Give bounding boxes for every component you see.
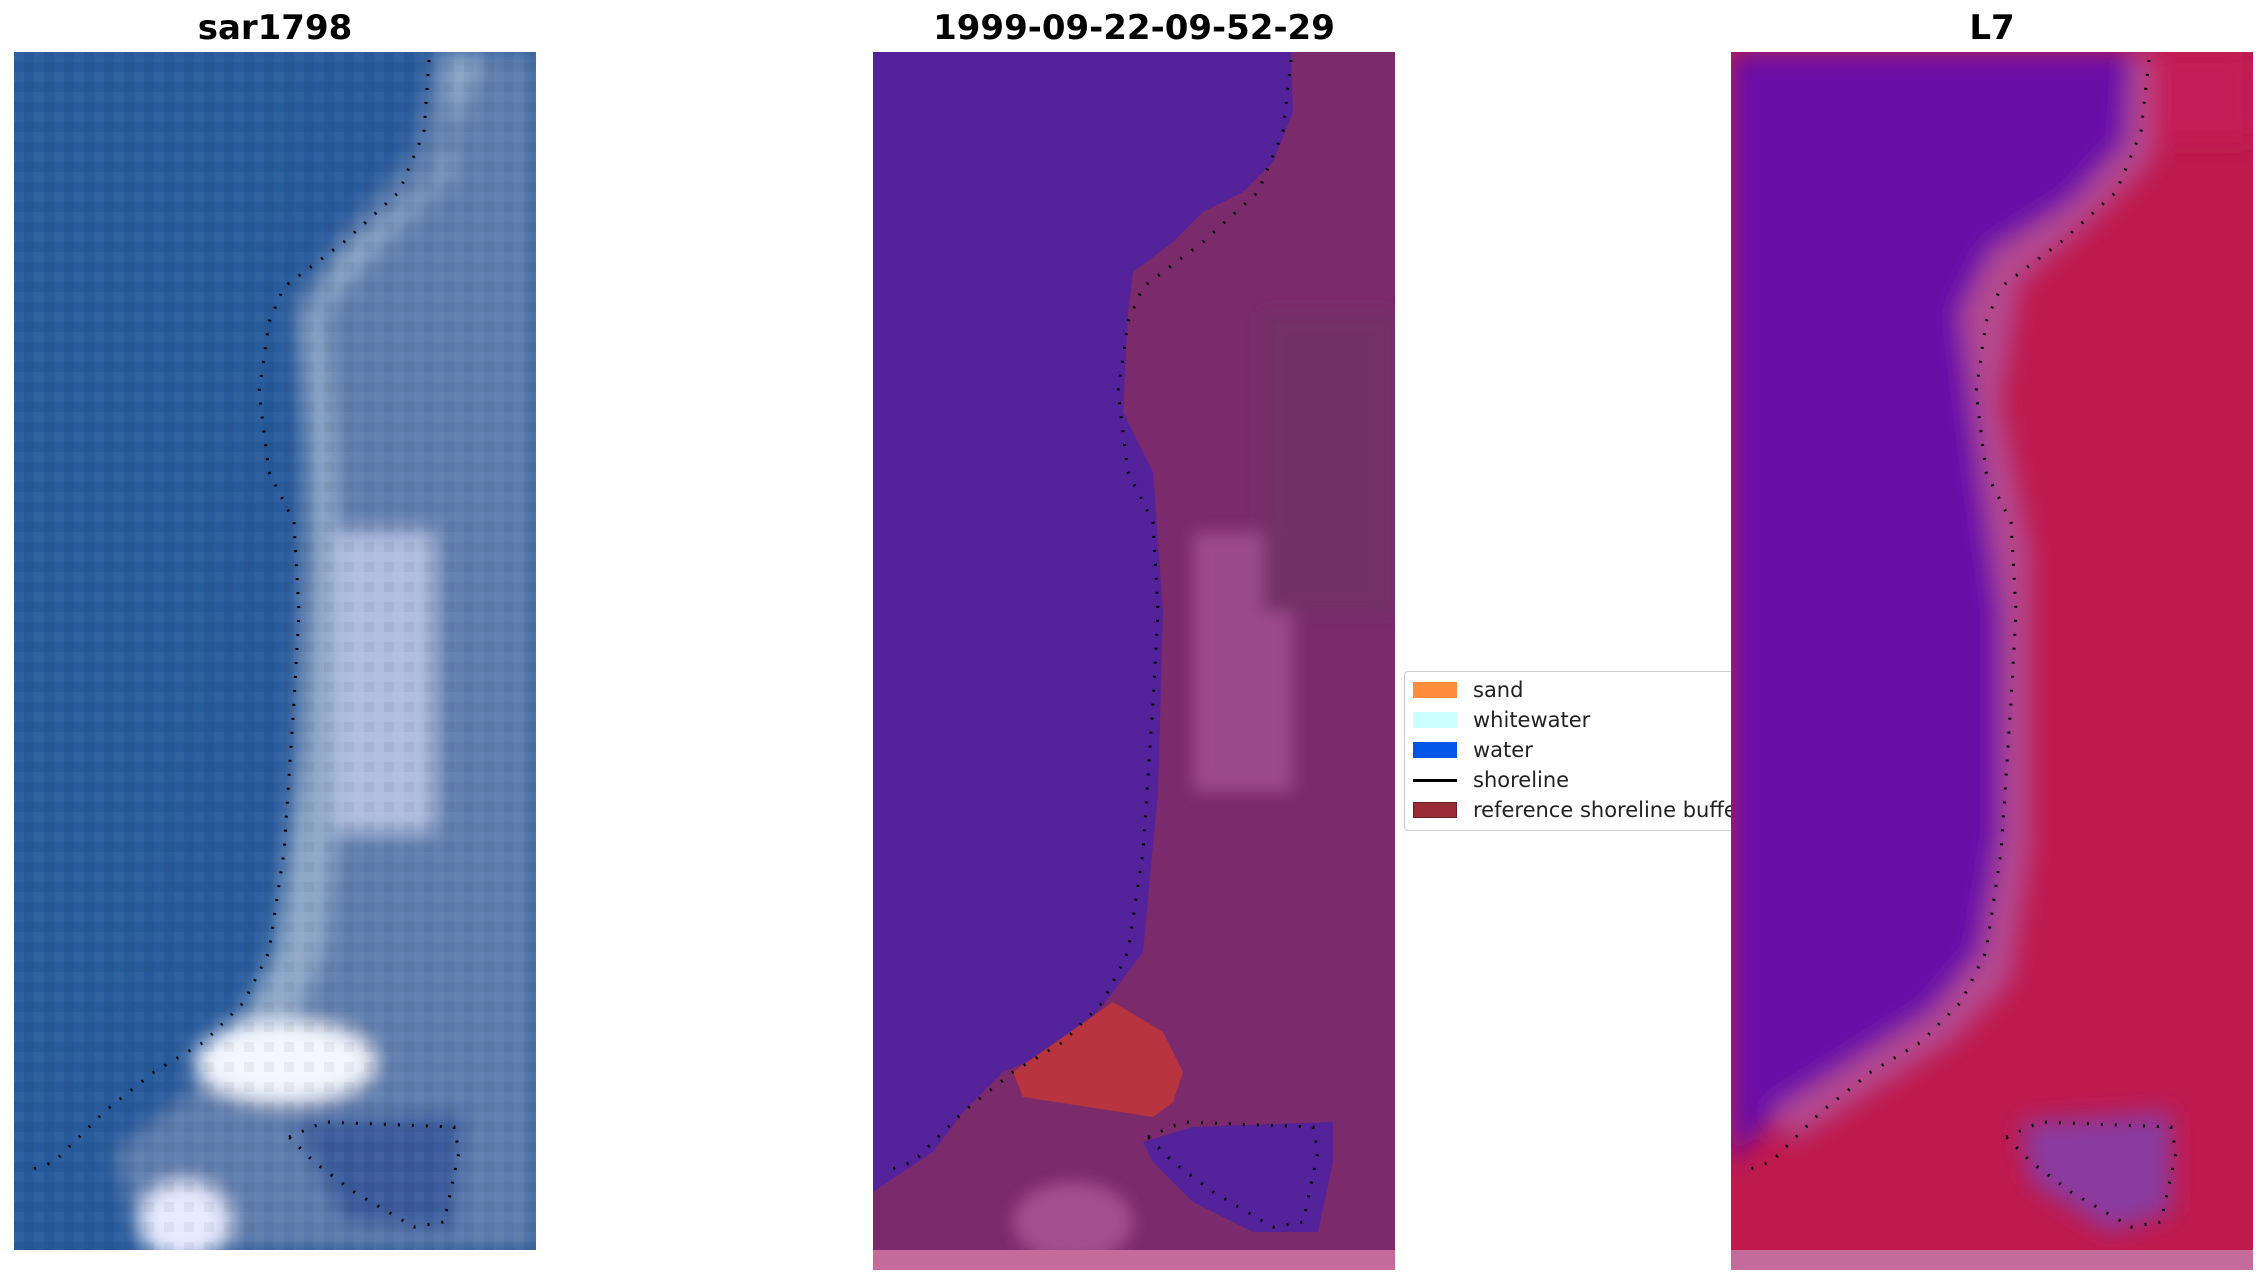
index-image bbox=[1731, 52, 2253, 1270]
index-panel bbox=[1731, 52, 2253, 1270]
legend: sand whitewater water shoreline referenc… bbox=[1404, 671, 1736, 831]
classified-image bbox=[873, 52, 1395, 1270]
legend-label: water bbox=[1473, 738, 1533, 762]
legend-label: shoreline bbox=[1473, 768, 1570, 792]
sand-swatch bbox=[1413, 682, 1457, 698]
whitewater-swatch bbox=[1413, 712, 1457, 728]
water-region bbox=[873, 52, 1293, 1192]
legend-item-water: water bbox=[1413, 737, 1533, 763]
legend-label: reference shoreline buffer bbox=[1473, 798, 1736, 822]
buffer-swatch bbox=[1413, 802, 1457, 818]
water-swatch bbox=[1413, 742, 1457, 758]
shoreline-dots bbox=[23, 59, 431, 1174]
legend-label: sand bbox=[1473, 678, 1524, 702]
lagoon-region bbox=[1143, 1122, 1333, 1232]
legend-item-sand: sand bbox=[1413, 677, 1523, 703]
buffer-region bbox=[1013, 1002, 1183, 1117]
legend-item-shoreline: shoreline bbox=[1413, 767, 1569, 793]
panel-title-classification: 1999-09-22-09-52-29 bbox=[933, 8, 1335, 48]
classification-panel bbox=[873, 52, 1395, 1270]
legend-item-reference-buffer: reference shoreline buffer bbox=[1413, 797, 1736, 823]
shoreline-line-swatch bbox=[1413, 778, 1457, 782]
rgb-satellite-image bbox=[14, 52, 536, 1250]
panel-title-rgb: sar1798 bbox=[197, 8, 353, 48]
rgb-image-panel bbox=[14, 52, 536, 1250]
legend-item-whitewater: whitewater bbox=[1413, 707, 1590, 733]
legend-label: whitewater bbox=[1473, 708, 1591, 732]
panel-title-index: L7 bbox=[1969, 8, 2015, 48]
